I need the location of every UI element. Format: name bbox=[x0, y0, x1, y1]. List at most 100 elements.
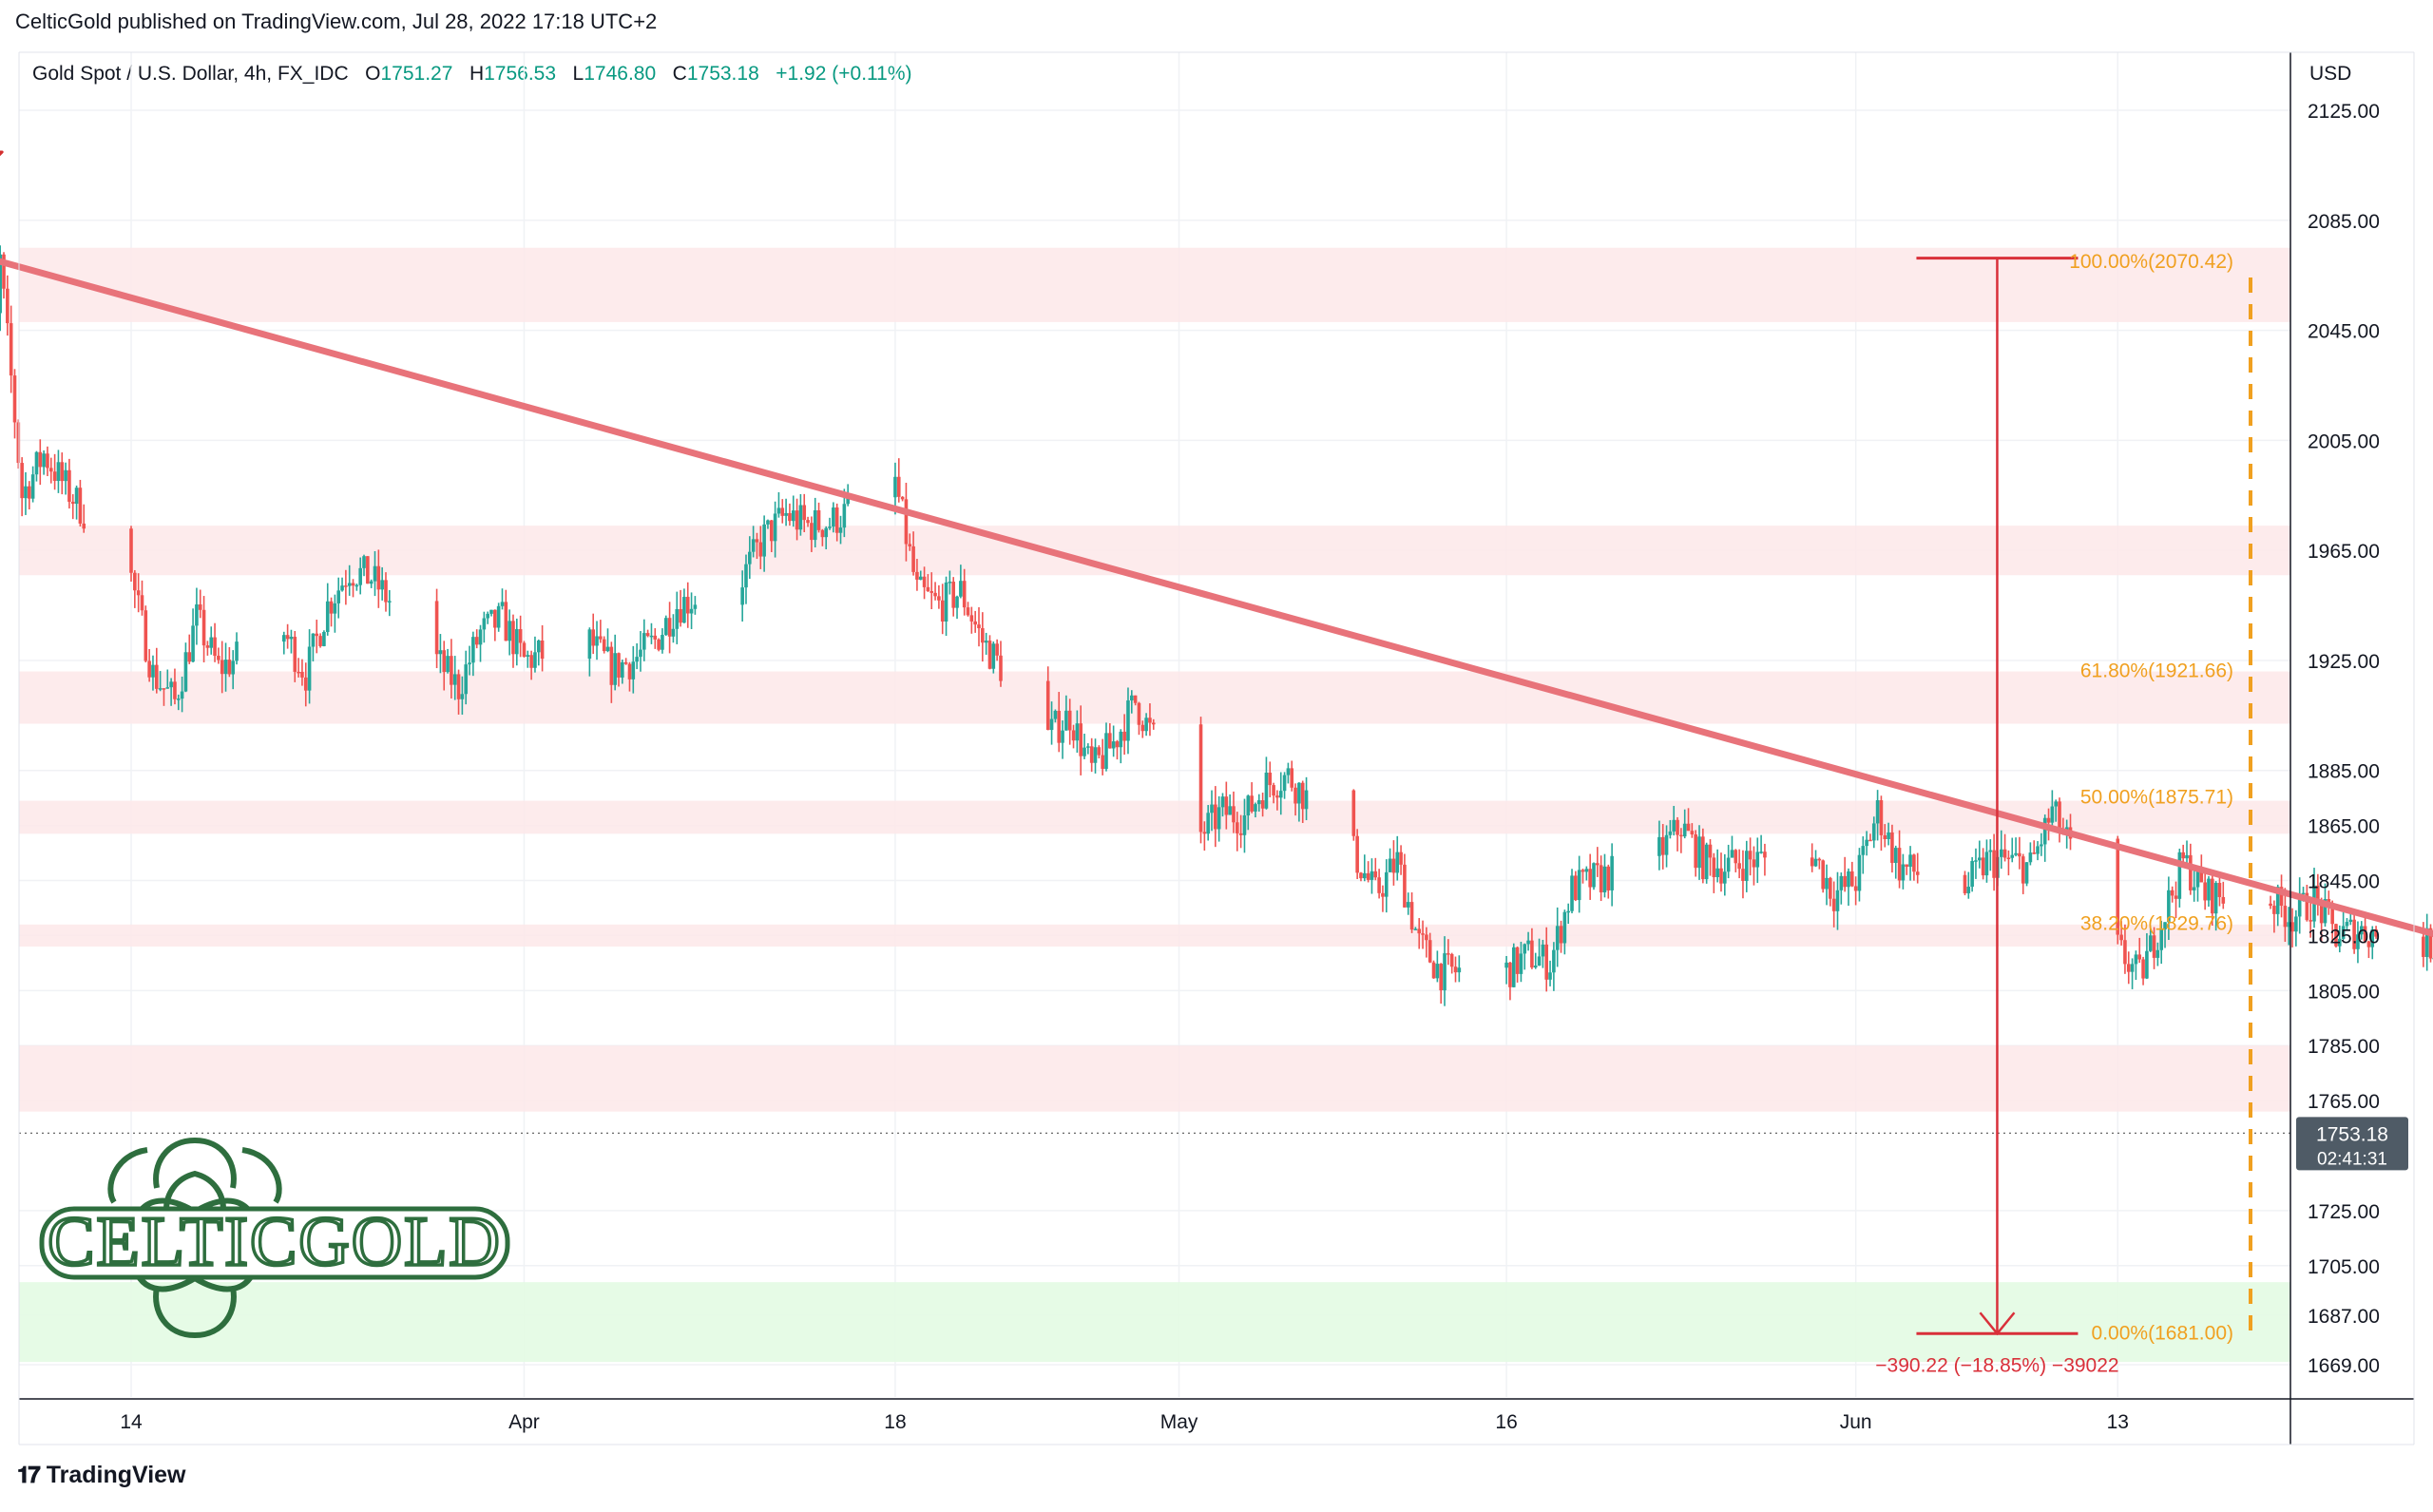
candle-body bbox=[2036, 846, 2040, 854]
candle-body bbox=[1737, 863, 1741, 870]
candle-body bbox=[147, 660, 151, 678]
candle-body bbox=[1825, 877, 1829, 890]
candle-body bbox=[1388, 858, 1392, 872]
candle-body bbox=[1508, 962, 1512, 987]
downtrend-line bbox=[0, 258, 2433, 938]
candle-body bbox=[42, 453, 46, 468]
candle-body bbox=[1970, 861, 1974, 888]
candle-body bbox=[1406, 902, 1410, 908]
candle-body bbox=[1071, 730, 1076, 741]
candle-body bbox=[1915, 871, 1920, 875]
candle-body bbox=[1417, 928, 1422, 934]
candle-body bbox=[1887, 832, 1890, 839]
candle-body bbox=[1592, 863, 1596, 888]
candle-body bbox=[2155, 949, 2160, 958]
candle-body bbox=[329, 601, 334, 614]
candle-body bbox=[456, 674, 461, 699]
candle-body bbox=[1278, 791, 1283, 798]
candle-body bbox=[2042, 817, 2047, 845]
fib-level-label: 61.80%(1921.66) bbox=[2080, 660, 2233, 682]
candle-body bbox=[300, 671, 304, 678]
candle-body bbox=[1366, 872, 1370, 880]
candle-body bbox=[2046, 817, 2051, 823]
candle-body bbox=[129, 528, 133, 573]
candle-body bbox=[533, 652, 537, 668]
candle-body bbox=[1148, 718, 1152, 723]
candle-body bbox=[1220, 796, 1225, 808]
candle-body bbox=[798, 505, 803, 530]
candle-body bbox=[926, 586, 930, 592]
candle-body bbox=[28, 486, 31, 499]
candle-body bbox=[1111, 741, 1116, 749]
candle-body bbox=[388, 601, 392, 603]
candle-body bbox=[1835, 890, 1840, 911]
candle-body bbox=[2352, 919, 2356, 949]
fib-level-label: 38.20%(1829.76) bbox=[2080, 913, 2233, 935]
time-tick-label: 18 bbox=[884, 1411, 906, 1433]
candle-body bbox=[2341, 926, 2346, 939]
candle-body bbox=[1431, 962, 1436, 979]
close-label: C bbox=[672, 63, 687, 85]
candle-body bbox=[748, 551, 752, 565]
candle-body bbox=[165, 687, 170, 689]
candle-body bbox=[460, 694, 465, 699]
candle-body bbox=[587, 629, 592, 660]
candle-body bbox=[52, 471, 57, 482]
candle-body bbox=[144, 610, 148, 661]
change-value: +1.92 (+0.11%) bbox=[776, 63, 912, 85]
candle-body bbox=[987, 641, 992, 669]
candle-body bbox=[2181, 852, 2185, 859]
candle-body bbox=[1715, 868, 1719, 877]
candle-body bbox=[2116, 838, 2120, 935]
candle-body bbox=[486, 613, 489, 619]
candle-body bbox=[1988, 850, 1993, 852]
candle-body bbox=[679, 609, 682, 623]
candle-body bbox=[991, 643, 996, 669]
candle-body bbox=[380, 580, 384, 590]
candle-body bbox=[918, 576, 923, 580]
price-tick-label: 1725.00 bbox=[2308, 1201, 2380, 1223]
candle-body bbox=[213, 637, 217, 657]
candle-body bbox=[1290, 768, 1294, 788]
price-tick-label: 1705.00 bbox=[2308, 1256, 2380, 1278]
candle-body bbox=[511, 621, 515, 655]
candle-body bbox=[2348, 919, 2353, 923]
price-tick-label: 1785.00 bbox=[2308, 1036, 2380, 1058]
candle-body bbox=[1755, 852, 1760, 868]
candle-body bbox=[1759, 852, 1763, 853]
candle-body bbox=[1210, 804, 1214, 813]
candle-body bbox=[2319, 899, 2324, 924]
candle-body bbox=[1355, 835, 1359, 873]
candle-body bbox=[376, 565, 381, 590]
candle-body bbox=[2363, 926, 2367, 942]
candle-body bbox=[2199, 868, 2204, 883]
candle-body bbox=[663, 618, 668, 636]
candle-body bbox=[1901, 864, 1906, 881]
symbol-name[interactable]: Gold Spot / U.S. Dollar, 4h, FX_IDC bbox=[32, 63, 349, 85]
candle-body bbox=[1064, 710, 1068, 731]
candle-body bbox=[639, 649, 642, 658]
candle-body bbox=[948, 582, 952, 584]
candle-body bbox=[235, 641, 239, 661]
candle-body bbox=[1293, 787, 1297, 804]
candle-body bbox=[2195, 868, 2200, 888]
price-tick-label: 1845.00 bbox=[2308, 871, 2380, 893]
last-price-tag[interactable] bbox=[2296, 1117, 2408, 1171]
price-tick-label: 1925.00 bbox=[2308, 651, 2380, 673]
candle-body bbox=[2374, 929, 2378, 937]
candle-body bbox=[1304, 790, 1309, 810]
candle-body bbox=[307, 646, 312, 691]
candle-body bbox=[617, 653, 621, 678]
price-tick-label: 1965.00 bbox=[2308, 541, 2380, 563]
tradingview-footer[interactable]: 𝟏𝟕 TradingView bbox=[17, 1462, 186, 1489]
candle-body bbox=[173, 681, 177, 699]
candle-body bbox=[1599, 865, 1603, 892]
fib-level-label: 100.00%(2070.42) bbox=[2069, 251, 2233, 273]
candle-body bbox=[500, 602, 505, 606]
candle-body bbox=[1548, 972, 1552, 980]
candle-body bbox=[2159, 928, 2164, 950]
candle-body bbox=[1606, 866, 1611, 890]
candle-body bbox=[16, 422, 21, 464]
candle-body bbox=[1206, 813, 1210, 834]
